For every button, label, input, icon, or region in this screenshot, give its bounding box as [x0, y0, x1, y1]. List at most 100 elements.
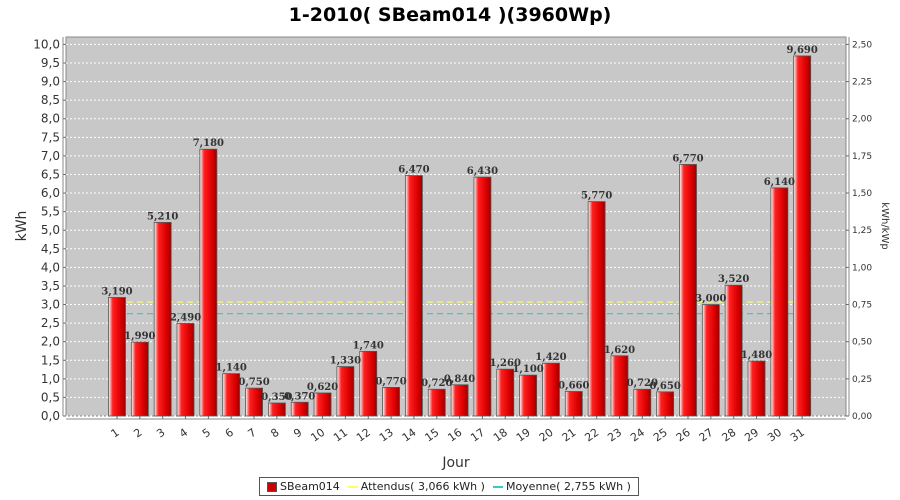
bar: [267, 402, 286, 417]
x-tick-label: 13: [377, 426, 396, 445]
data-label: 5,770: [581, 191, 612, 202]
x-tick-label: 19: [514, 426, 533, 445]
x-tick-label: 3: [154, 426, 167, 441]
y-tick-label: 9,5: [41, 56, 60, 70]
bars: [108, 55, 812, 417]
bar: [770, 187, 789, 417]
y-right-tick-label: 0,75: [852, 301, 872, 311]
data-label: 3,190: [101, 286, 132, 297]
bar: [336, 366, 355, 417]
legend-item-average: Moyenne( 2,755 kWh ): [492, 480, 631, 493]
x-tick-label: 25: [651, 426, 670, 445]
bar: [153, 222, 172, 417]
data-label: 6,140: [764, 177, 795, 188]
bar: [542, 362, 560, 417]
x-tick-label: 29: [742, 426, 761, 445]
x-tick-label: 7: [246, 426, 259, 441]
bar: [587, 201, 606, 417]
y-tick-label: 5,5: [41, 205, 60, 219]
bar: [405, 175, 423, 417]
data-label: 1,420: [535, 352, 566, 363]
x-tick-label: 4: [177, 426, 190, 441]
data-label: 6,770: [672, 153, 703, 164]
y-right-tick-label: 2,25: [852, 78, 872, 88]
y-right-tick-label: 0,25: [852, 375, 872, 385]
data-label: 6,430: [467, 166, 498, 177]
data-label: 0,620: [307, 382, 338, 393]
data-label: 9,690: [787, 45, 818, 56]
data-label: 0,750: [238, 377, 269, 388]
x-tick-label: 18: [491, 426, 510, 445]
x-tick-label: 27: [697, 426, 716, 445]
x-axis: 1 2 3 4 5 6 7 8 9 10 11 12 13 14 15 16 17 18 19 20 21 22 23 24 2…: [66, 416, 846, 444]
y-axis-title: kWh: [14, 211, 30, 242]
y-tick-label: 3,5: [41, 279, 60, 293]
x-tick-label: 26: [674, 426, 693, 445]
y-tick-label: 4,5: [41, 242, 60, 256]
y-tick-label: 5,0: [41, 223, 60, 237]
legend-item-expected: Attendus( 3,066 kWh ): [347, 480, 485, 493]
legend-swatch-series: [267, 481, 278, 492]
x-tick-label: 23: [605, 426, 624, 445]
x-tick-label: 17: [468, 426, 487, 445]
x-tick-label: 8: [268, 426, 281, 441]
bar: [108, 297, 126, 417]
x-tick-label: 21: [560, 426, 579, 445]
y-axis-left: 0,0 0,5 1,0 1,5 2,0 2,5 3,0 3,5 4,0 4,5 5,0 5,5 6,0 6…: [33, 37, 66, 423]
data-label: 0,650: [649, 381, 680, 392]
data-label: 0,840: [444, 374, 475, 385]
legend-swatch-average: [492, 485, 503, 488]
data-label: 1,990: [124, 331, 155, 342]
bar: [222, 373, 241, 417]
y-tick-label: 6,5: [41, 167, 60, 181]
data-label: 1,140: [216, 363, 247, 374]
legend-item-series: SBeam014: [267, 480, 340, 493]
x-tick-label: 28: [719, 426, 738, 445]
bar: [199, 148, 218, 417]
data-label: 1,620: [604, 345, 635, 356]
y-axis-right-title: kWh/kWp: [879, 202, 890, 249]
y-right-tick-label: 1,00: [852, 263, 872, 273]
y-tick-label: 6,0: [41, 186, 60, 200]
data-label: 3,000: [695, 294, 726, 305]
bar: [519, 374, 538, 417]
bar: [359, 350, 378, 417]
bar: [701, 304, 720, 417]
bar: [290, 401, 309, 417]
x-tick-label: 14: [400, 426, 419, 445]
data-label: 1,740: [353, 340, 384, 351]
y-tick-label: 0,0: [41, 409, 60, 423]
data-label: 5,210: [147, 211, 178, 222]
x-tick-label: 24: [628, 426, 647, 445]
x-tick-label: 9: [291, 426, 304, 441]
bar: [793, 55, 812, 417]
data-labels: 3,190 1,990 5,210 2,490 7,180 1,140 0,750 0,350…: [101, 45, 818, 403]
x-tick-label: 2: [131, 426, 144, 441]
x-tick-label: 12: [354, 426, 373, 445]
x-tick-label: 6: [223, 426, 236, 441]
bar: [679, 164, 697, 417]
data-label: 1,260: [490, 358, 521, 369]
data-label: 3,520: [718, 274, 749, 285]
y-tick-label: 8,0: [41, 112, 60, 126]
legend-label-expected: Attendus( 3,066 kWh ): [360, 480, 485, 493]
chart-title: 1-2010( SBeam014 )(3960Wp): [288, 4, 612, 26]
x-tick-label: 15: [423, 426, 442, 445]
y-tick-label: 4,0: [41, 260, 60, 274]
data-label: 1,330: [330, 356, 361, 367]
legend-label-series: SBeam014: [280, 480, 340, 493]
data-label: 0,660: [558, 380, 589, 391]
x-tick-label: 5: [200, 426, 213, 441]
data-label: 0,720: [627, 378, 658, 389]
legend-label-average: Moyenne( 2,755 kWh ): [505, 480, 631, 493]
y-tick-label: 9,0: [41, 75, 60, 89]
y-right-tick-label: 1,75: [852, 152, 872, 162]
bar: [724, 284, 743, 417]
data-label: 0,720: [421, 378, 452, 389]
y-right-tick-label: 1,50: [852, 189, 872, 199]
y-right-tick-label: 0,50: [852, 338, 872, 348]
x-tick-label: 11: [331, 426, 350, 445]
bar: [245, 387, 263, 417]
bar: [564, 391, 583, 417]
y-right-tick-label: 0,00: [852, 412, 872, 422]
